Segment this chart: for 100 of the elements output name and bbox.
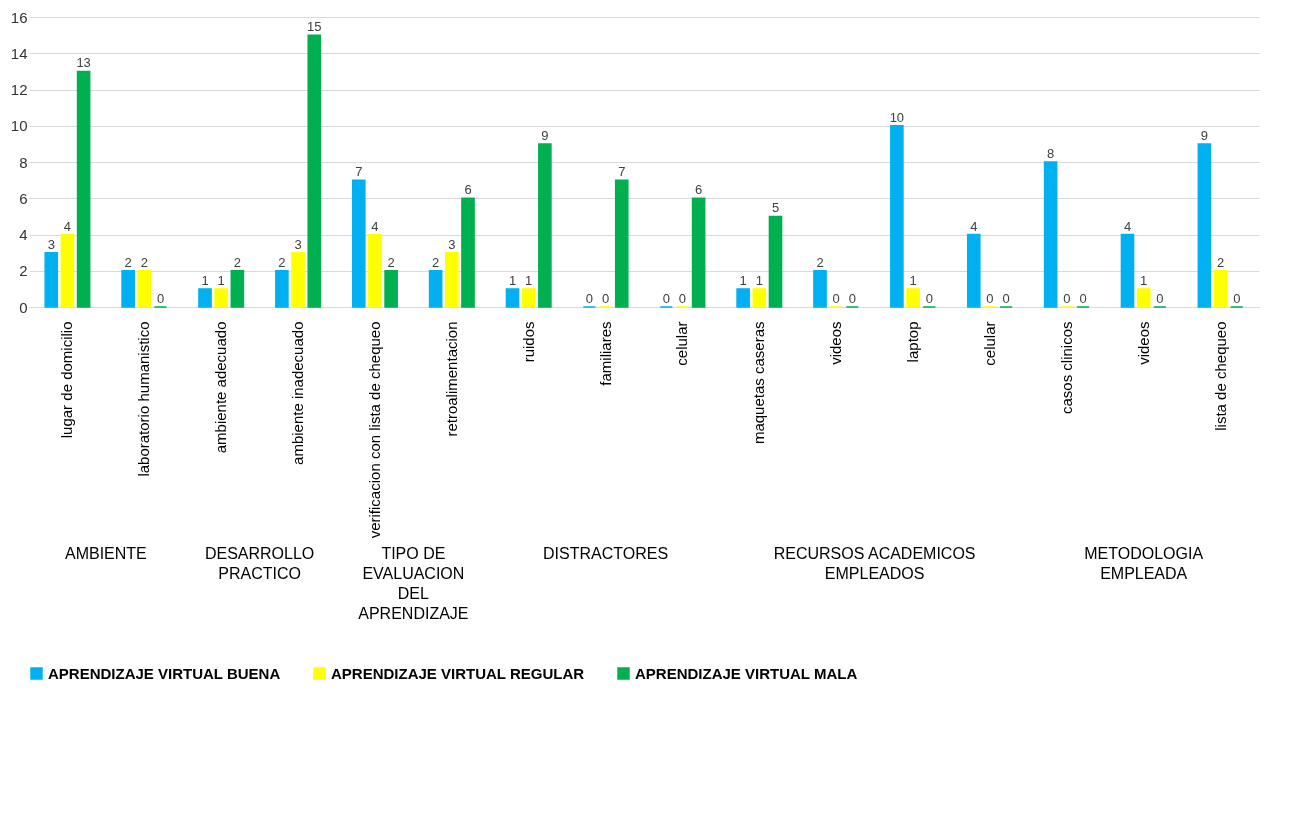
data-label: 2 (432, 254, 440, 270)
x-tick-label: videos (827, 321, 845, 365)
data-label: 2 (387, 254, 395, 270)
bar (614, 179, 629, 308)
bar (121, 270, 135, 308)
data-label: 0 (1002, 291, 1010, 306)
bar (890, 125, 904, 308)
data-label: 1 (525, 272, 533, 288)
bar (307, 34, 322, 308)
data-label: 0 (925, 291, 933, 306)
bar (505, 288, 520, 308)
data-label: 4 (371, 218, 379, 234)
data-label: 1 (201, 272, 209, 288)
data-label: 8 (1047, 146, 1055, 161)
x-tick-label: ambiente adecuado (212, 321, 230, 454)
y-tick-label: 4 (19, 226, 28, 243)
x-tick-label: ruidos (519, 321, 537, 363)
y-tick-label: 6 (19, 189, 28, 207)
bar (461, 197, 475, 308)
bar (1213, 270, 1228, 308)
bar (275, 270, 289, 308)
data-label: 3 (47, 236, 55, 252)
y-tick-label: 10 (10, 117, 28, 135)
x-tick-label: familiares (596, 321, 614, 386)
data-label: 13 (76, 55, 91, 71)
bar (752, 288, 767, 308)
bar (44, 251, 59, 308)
x-tick-label: lugar de domicilio (58, 321, 76, 439)
data-label: 4 (1123, 218, 1132, 234)
bar (291, 251, 305, 308)
x-tick-label: verificacion con lista de chequeo (365, 321, 383, 539)
x-tick-label: laboratorio humanistico (135, 321, 153, 477)
data-label: 2 (233, 254, 241, 270)
data-label: 0 (832, 291, 840, 306)
y-tick-label: 14 (10, 44, 28, 62)
data-label: 0 (156, 291, 165, 306)
data-label: 9 (541, 127, 549, 143)
data-label: 5 (771, 200, 780, 216)
bar (691, 197, 706, 308)
bar (768, 215, 783, 308)
x-tick-label: celular (673, 321, 691, 366)
data-label: 9 (1200, 127, 1208, 143)
x-tick-label: casos clinicos (1057, 321, 1075, 415)
data-label: 0 (1063, 291, 1071, 306)
data-label: 3 (448, 236, 456, 252)
data-label: 0 (848, 291, 856, 306)
data-label: 1 (1140, 272, 1148, 288)
y-tick-label: 2 (19, 262, 28, 280)
bar (230, 270, 245, 308)
legend-label: APRENDIZAJE VIRTUAL MALA (635, 664, 858, 682)
data-label: 0 (662, 291, 670, 306)
bar (521, 288, 536, 308)
legend-label: APRENDIZAJE VIRTUAL BUENA (48, 664, 281, 682)
data-label: 0 (1079, 291, 1087, 306)
y-tick-label: 16 (10, 8, 28, 26)
data-label: 7 (618, 164, 626, 180)
bar (966, 233, 981, 308)
data-label: 0 (585, 291, 593, 306)
x-tick-label: ambiente inadecuado (289, 321, 307, 465)
x-tick-label: laptop (904, 321, 922, 363)
data-label: 2 (816, 254, 824, 270)
bar (428, 270, 443, 308)
bar (1136, 288, 1151, 308)
data-label: 0 (601, 291, 610, 306)
data-label: 0 (678, 291, 687, 306)
text: METODOLOGIA EMPLEADA (1084, 545, 1204, 582)
data-label: 1 (739, 272, 747, 288)
data-label: 1 (909, 272, 917, 288)
data-label: 2 (1216, 254, 1225, 270)
bar (368, 233, 382, 308)
data-label: 0 (1233, 291, 1241, 306)
data-label: 10 (889, 109, 905, 125)
data-label: 4 (63, 218, 72, 234)
text: DISTRACTORES (543, 545, 669, 562)
x-tick-label: videos (1134, 321, 1152, 365)
x-tick-label: retroalimentacion (442, 321, 460, 437)
y-tick-label: 0 (19, 298, 28, 316)
data-label: 2 (140, 254, 148, 270)
bar (198, 288, 212, 308)
x-tick-label: lista de chequeo (1211, 321, 1229, 431)
bar (76, 70, 91, 308)
data-label: 2 (124, 254, 132, 270)
data-label: 6 (464, 182, 472, 198)
y-tick-label: 8 (19, 153, 28, 171)
data-label: 0 (1156, 291, 1164, 306)
bar (1197, 143, 1212, 308)
data-label: 3 (294, 236, 302, 252)
data-label: 0 (986, 291, 994, 306)
bar (736, 288, 750, 308)
bar (813, 270, 827, 308)
bar (538, 143, 552, 308)
bar (444, 251, 459, 308)
data-label: 1 (217, 272, 225, 288)
legend-label: APRENDIZAJE VIRTUAL REGULAR (331, 664, 585, 682)
bar (1120, 233, 1135, 308)
text: DESARROLLO PRACTICO (204, 545, 315, 582)
bar (351, 179, 366, 308)
y-tick-label: 12 (10, 81, 28, 98)
bar (214, 288, 229, 308)
bar (906, 288, 920, 308)
